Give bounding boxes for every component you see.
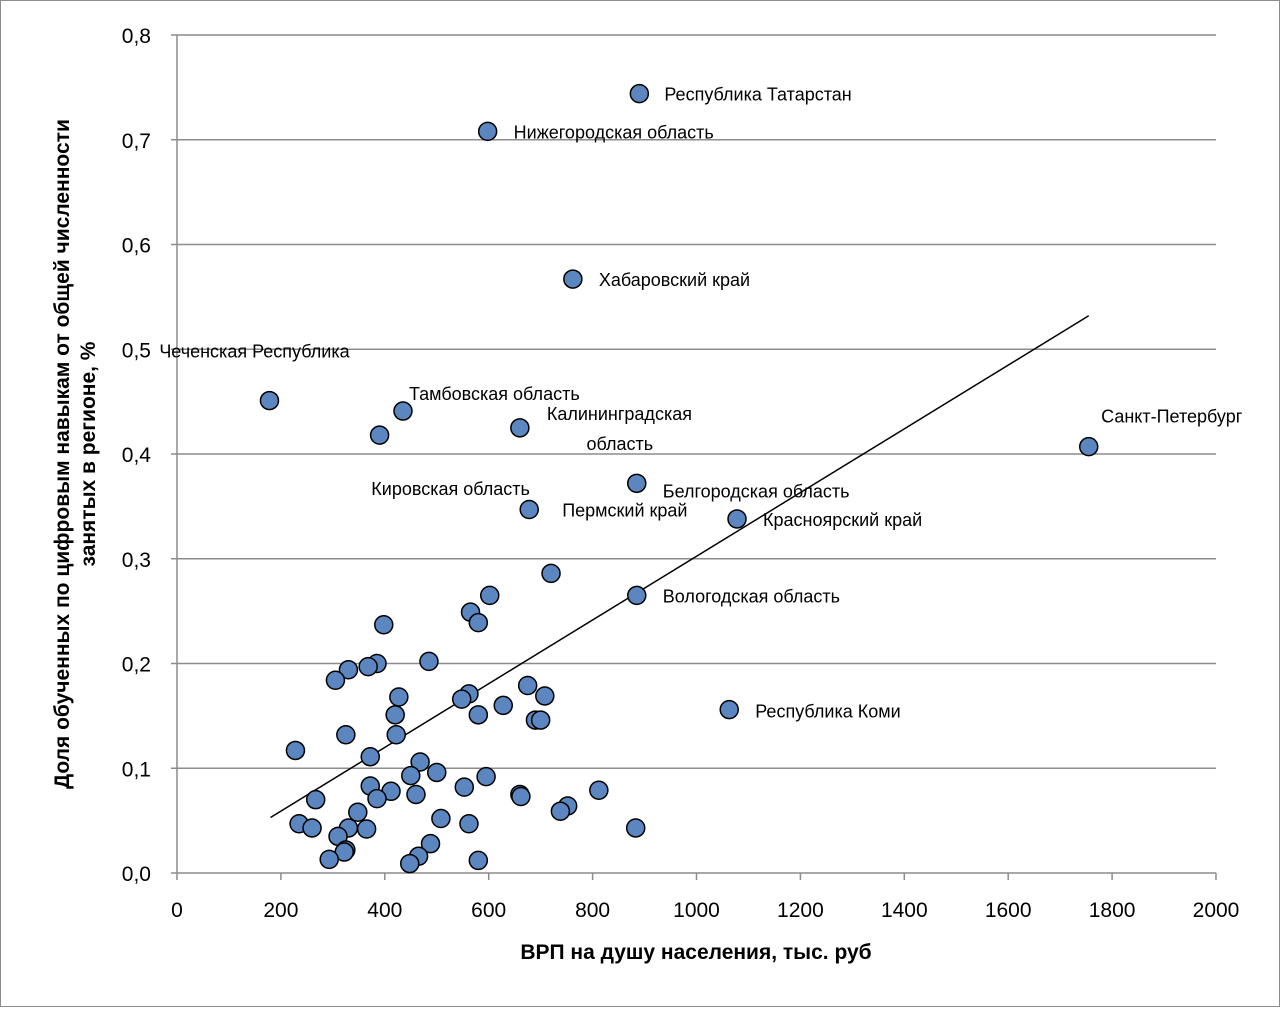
y-tick-label: 0,2 [122,654,151,677]
x-tick-label: 400 [367,899,402,922]
data-point [517,675,538,696]
trendline-group [270,315,1090,819]
data-point [629,83,650,104]
axes [171,34,1217,880]
data-point [367,788,387,809]
data-point [305,789,326,810]
data-point [468,850,489,871]
x-tick-label: 1200 [777,899,824,922]
point-label: Белгородская область [663,481,850,501]
data-point [360,746,381,767]
data-point [427,762,447,783]
data-point [727,509,747,529]
data-point [468,612,489,633]
x-tick-label: 1000 [673,899,720,922]
point-label: Калининградская область [547,404,692,454]
data-point [369,425,390,445]
y-tick-label: 0,5 [122,339,151,362]
data-point [468,705,489,725]
data-point [627,585,647,606]
data-point [627,473,647,494]
data-point [535,686,555,706]
y-tick-label: 0,6 [122,235,151,258]
data-point [319,849,339,870]
y-tick-label: 0,7 [122,130,151,153]
data-point [1078,436,1099,457]
data-point [479,585,500,606]
x-axis-title: ВРП на душу населения, тыс. руб [520,941,871,964]
data-point [348,802,368,822]
trendline [270,315,1090,819]
y-axis-title: Доля обученных по цифровым навыкам от об… [51,119,100,789]
data-point [550,801,571,821]
data-point [519,499,539,520]
data-point [389,687,409,707]
data-point [302,818,322,838]
data-point [285,740,306,761]
data-point [511,786,531,807]
data-point [358,656,378,677]
point-label: Нижегородская область [514,122,714,142]
y-tick-labels: 0,0 0,1 0,2 0,3 0,4 0,5 0,6 0,7 0,8 [122,25,152,886]
data-point [719,699,739,720]
data-point [530,710,551,730]
y-tick-label: 0,1 [122,758,151,781]
data-point [385,705,405,725]
data-point [399,853,420,874]
point-label: Кировская область [371,479,530,499]
y-tick-label: 0,3 [122,549,151,572]
data-points [259,83,1099,874]
data-point [589,780,609,800]
point-label: Тамбовская область [409,384,580,404]
x-tick-label: 1800 [1089,899,1136,922]
data-point [325,670,346,691]
point-label: Республика Коми [755,702,900,722]
data-point [410,752,430,772]
x-tick-label: 800 [575,899,610,922]
data-point [459,814,479,834]
point-label: Хабаровский край [599,270,750,290]
gridlines [177,34,1216,769]
data-point [259,390,280,411]
data-point [336,724,356,745]
data-point [510,418,530,438]
x-tick-label: 200 [263,899,298,922]
data-point [419,651,439,672]
data-point [401,765,421,786]
data-point [406,784,426,805]
data-point [541,563,561,584]
x-tick-label: 2000 [1193,899,1240,922]
point-label: Пермский край [562,501,687,521]
data-point [431,808,451,829]
data-point [563,269,583,289]
point-label: Республика Татарстан [664,85,851,105]
data-point [476,766,496,787]
data-point [386,724,406,745]
data-point [374,614,394,635]
x-tick-label: 600 [471,899,506,922]
data-point [625,818,646,838]
data-point [454,777,475,797]
point-label: Чеченская Республика [159,342,350,362]
point-label: Красноярский край [763,510,922,530]
x-tick-label: 1400 [881,899,928,922]
point-label: Вологодская область [663,586,840,606]
point-label: Санкт-Петербург [1101,407,1243,427]
point-labels: Республика Татарстан Нижегородская област… [159,85,1242,722]
y-tick-label: 0,0 [122,863,151,886]
x-tick-label: 1600 [985,899,1032,922]
data-point [393,401,413,421]
data-point [338,660,359,680]
y-tick-label: 0,8 [122,25,151,48]
data-point [493,695,513,716]
data-point [451,689,472,709]
x-tick-labels: 0 200 400 600 800 1000 1200 1400 1600 1800 2000 [171,899,1239,922]
x-tick-label: 0 [171,899,183,922]
data-point [477,121,498,142]
data-point [420,833,441,854]
y-tick-label: 0,4 [122,444,152,467]
data-point [356,819,377,839]
